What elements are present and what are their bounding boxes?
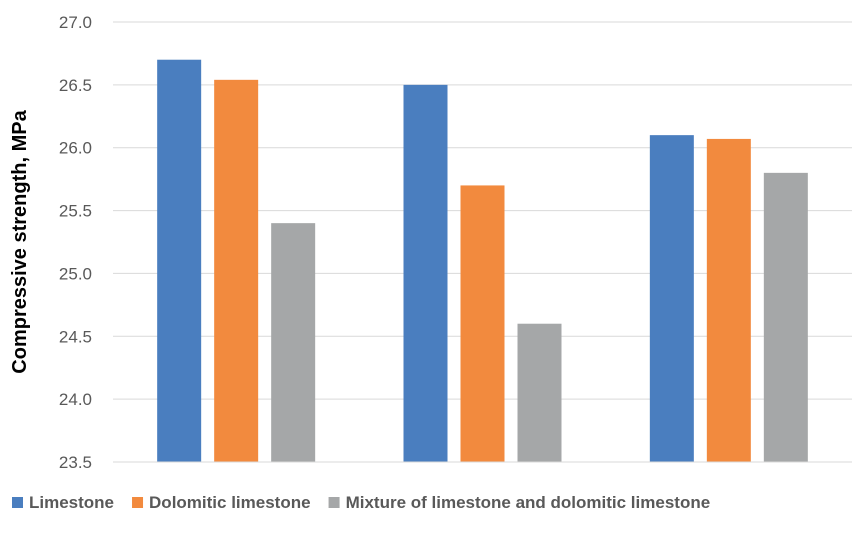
bar-limestone	[403, 84, 448, 462]
bar-dolomitic-limestone	[706, 138, 751, 462]
bars	[157, 59, 808, 462]
y-tick-label: 27.0	[59, 13, 92, 32]
bar-mixture-of-limestone-and-dolomitic-limestone	[271, 223, 316, 462]
legend-swatch	[132, 497, 144, 508]
legend-item: Limestone	[12, 493, 114, 512]
y-tick-label: 25.5	[59, 202, 92, 221]
y-tick-label: 23.5	[59, 453, 92, 472]
y-axis-ticks: 23.5 24.0 24.5 25.0 25.5 26.0 26.5 27.0	[59, 13, 92, 472]
legend: Limestone Dolomitic limestone Mixture of l…	[12, 493, 710, 512]
bar-dolomitic-limestone	[460, 185, 505, 462]
bar-limestone	[157, 59, 202, 462]
legend-swatch	[328, 497, 340, 508]
y-tick-label: 24.0	[59, 390, 92, 409]
y-tick-label: 26.0	[59, 139, 92, 158]
y-tick-label: 24.5	[59, 327, 92, 346]
legend-item: Mixture of limestone and dolomitic limes…	[328, 493, 711, 512]
legend-label: Limestone	[29, 493, 114, 512]
legend-item: Dolomitic limestone	[132, 493, 311, 512]
y-axis-title: Compressive strength, MPa	[9, 109, 31, 373]
bar-mixture-of-limestone-and-dolomitic-limestone	[763, 172, 808, 462]
y-tick-label: 26.5	[59, 76, 92, 95]
legend-label: Mixture of limestone and dolomitic limes…	[346, 493, 711, 512]
y-tick-label: 25.0	[59, 264, 92, 283]
bar-mixture-of-limestone-and-dolomitic-limestone	[517, 323, 562, 462]
legend-label: Dolomitic limestone	[149, 493, 311, 512]
legend-swatch	[12, 497, 23, 508]
bar-limestone	[649, 135, 694, 462]
bar-dolomitic-limestone	[214, 79, 259, 462]
